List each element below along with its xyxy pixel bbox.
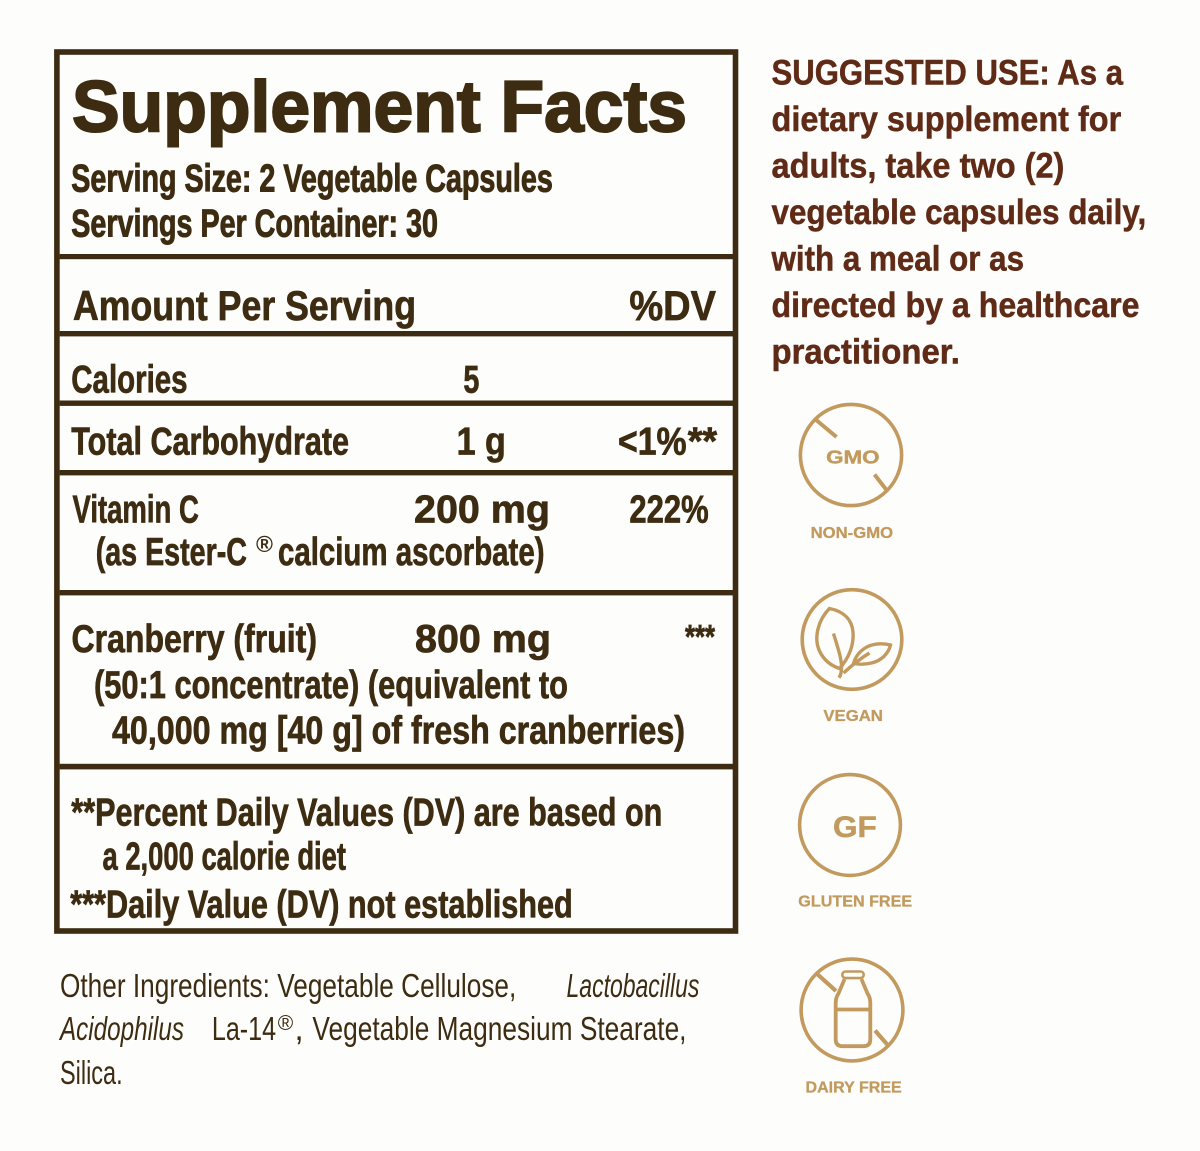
svg-text:,: ,	[295, 1010, 304, 1047]
svg-text:Vitamin C: Vitamin C	[73, 489, 199, 532]
svg-text:Cranberry (fruit): Cranberry (fruit)	[72, 618, 318, 661]
svg-text:Acidophilus: Acidophilus	[59, 1010, 184, 1047]
svg-text:calcium ascorbate): calcium ascorbate)	[278, 531, 545, 574]
svg-text:Total Carbohydrate: Total Carbohydrate	[71, 420, 349, 463]
svg-text:%DV: %DV	[629, 282, 716, 329]
svg-text:800 mg: 800 mg	[415, 618, 551, 661]
svg-text:(as Ester-C: (as Ester-C	[96, 531, 247, 574]
svg-text:directed by a healthcare: directed by a healthcare	[772, 286, 1140, 325]
svg-text:**Percent Daily Values (DV) ar: **Percent Daily Values (DV) are based on	[71, 791, 662, 834]
svg-text:Calories: Calories	[71, 359, 187, 402]
svg-text:Other Ingredients: Vegetable C: Other Ingredients: Vegetable Cellulose,	[60, 967, 516, 1004]
svg-text:®: ®	[256, 531, 273, 557]
svg-text:with a meal or as: with a meal or as	[771, 239, 1024, 278]
svg-text:La-14: La-14	[212, 1010, 276, 1047]
svg-text:222%: 222%	[629, 489, 708, 532]
svg-text:**: **	[688, 420, 718, 463]
svg-text:dietary supplement for: dietary supplement for	[772, 100, 1122, 139]
svg-text:Servings Per Container: 30: Servings Per Container: 30	[71, 202, 438, 245]
svg-text:***: ***	[685, 618, 715, 655]
svg-text:adults, take two (2): adults, take two (2)	[772, 146, 1065, 185]
svg-text:a 2,000 calorie diet: a 2,000 calorie diet	[103, 836, 347, 879]
svg-text:NON-GMO: NON-GMO	[811, 525, 894, 542]
svg-text:40,000 mg [40 g] of fresh cran: 40,000 mg [40 g] of fresh cranberries)	[112, 710, 685, 753]
svg-text:Amount Per Serving: Amount Per Serving	[73, 282, 416, 329]
svg-text:5: 5	[463, 359, 479, 402]
svg-text:Vegetable Magnesium Stearate,: Vegetable Magnesium Stearate,	[312, 1010, 686, 1047]
svg-text:Serving Size: 2 Vegetable Caps: Serving Size: 2 Vegetable Capsules	[71, 157, 553, 200]
svg-text:VEGAN: VEGAN	[823, 708, 883, 725]
svg-text:200 mg: 200 mg	[414, 489, 550, 532]
svg-text:SUGGESTED USE: As a: SUGGESTED USE: As a	[772, 53, 1124, 92]
svg-text:<1%: <1%	[618, 420, 687, 463]
svg-text:®: ®	[278, 1012, 294, 1035]
svg-text:GLUTEN FREE: GLUTEN FREE	[798, 893, 912, 910]
svg-text:***Daily Value (DV) not establ: ***Daily Value (DV) not established	[70, 884, 573, 927]
svg-text:GMO: GMO	[826, 448, 880, 468]
svg-text:Silica.: Silica.	[60, 1054, 123, 1091]
svg-text:Lactobacillus: Lactobacillus	[567, 967, 700, 1004]
svg-text:1 g: 1 g	[457, 420, 506, 463]
svg-text:practitioner.: practitioner.	[772, 332, 960, 371]
svg-text:vegetable capsules daily,: vegetable capsules daily,	[772, 193, 1147, 232]
svg-text:Supplement Facts: Supplement Facts	[72, 67, 687, 148]
svg-text:GF: GF	[833, 811, 877, 844]
svg-text:(50:1 concentrate) (equivalent: (50:1 concentrate) (equivalent to	[94, 664, 568, 707]
svg-text:DAIRY FREE: DAIRY FREE	[806, 1080, 902, 1097]
